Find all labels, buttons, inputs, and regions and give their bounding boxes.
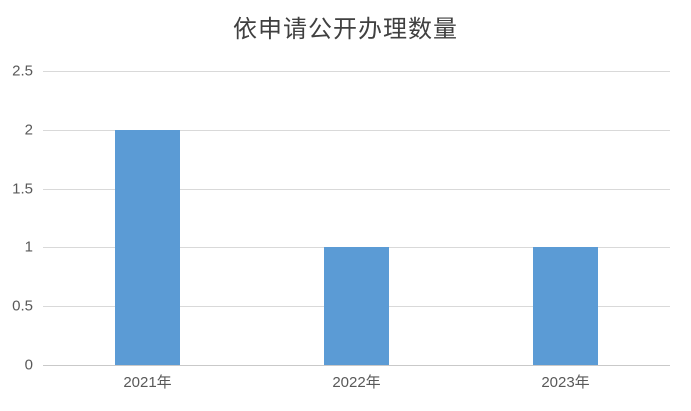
y-axis-tick-label: 2 [24,121,33,139]
bar-slot [461,71,670,365]
plot-area: 0 0.5 1 1.5 2 2.5 2021年 2022年 2023年 [12,64,670,390]
x-axis-tick-label: 2022年 [332,374,381,391]
y-axis-tick-label: 1.5 [12,180,33,198]
x-axis-tick-label: 2023年 [541,374,590,391]
chart-bar [533,247,598,365]
gridline [43,71,670,72]
y-axis-tick-label: 1 [24,238,33,256]
chart-bar [324,247,389,365]
y-axis-tick-labels: 0 0.5 1 1.5 2 2.5 [0,64,43,373]
gridline [43,188,670,190]
y-axis-tick-label: 2.5 [12,62,33,80]
x-axis-tick-labels: 2021年 2022年 2023年 [43,375,670,390]
gridline [43,129,670,131]
y-axis-tick-label: 0.5 [12,297,33,315]
y-axis-tick-label: 0 [24,356,33,374]
x-axis-tick-label: 2021年 [123,374,172,391]
chart-bar [115,129,180,365]
chart-title: 依申请公开办理数量 [233,17,458,43]
bar-slot [252,71,461,365]
bars-container [43,71,670,365]
bar-slot [43,71,252,365]
